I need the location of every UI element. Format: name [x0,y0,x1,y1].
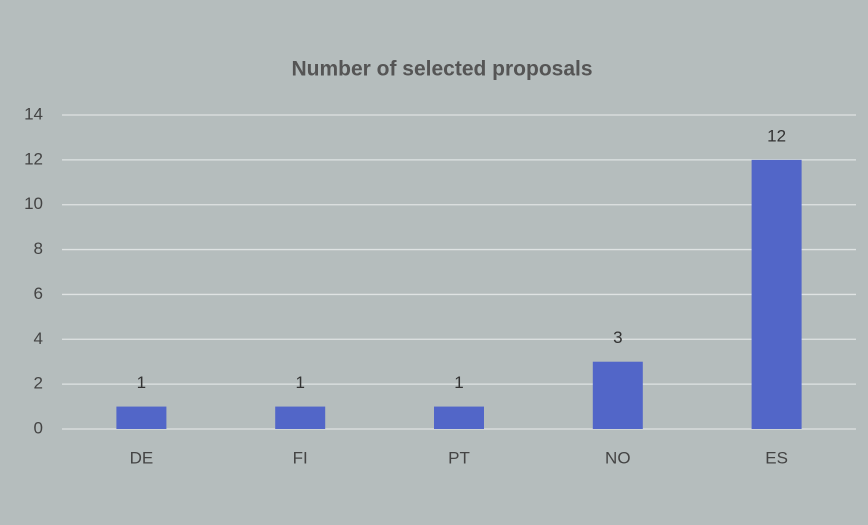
bar [592,361,643,429]
x-tick-label: ES [765,448,788,467]
chart-title: Number of selected proposals [291,58,592,81]
data-label: 1 [295,373,304,392]
data-label: 1 [137,373,146,392]
y-tick-label: 10 [24,194,43,213]
x-tick-label: DE [130,448,154,467]
y-tick-label: 4 [34,329,43,348]
bar [275,406,326,429]
data-label: 1 [454,373,463,392]
y-tick-label: 8 [34,239,43,258]
data-label: 12 [767,126,786,145]
x-tick-label: PT [448,448,470,467]
y-tick-label: 12 [24,149,43,168]
bar [434,406,484,429]
bar [751,159,802,429]
x-tick-label: NO [605,448,631,467]
data-label: 3 [613,328,622,347]
y-tick-label: 6 [34,284,43,303]
bar [116,406,167,429]
x-tick-label: FI [293,448,308,467]
y-tick-label: 0 [34,418,43,437]
y-tick-label: 14 [24,104,43,123]
y-tick-label: 2 [34,374,43,393]
